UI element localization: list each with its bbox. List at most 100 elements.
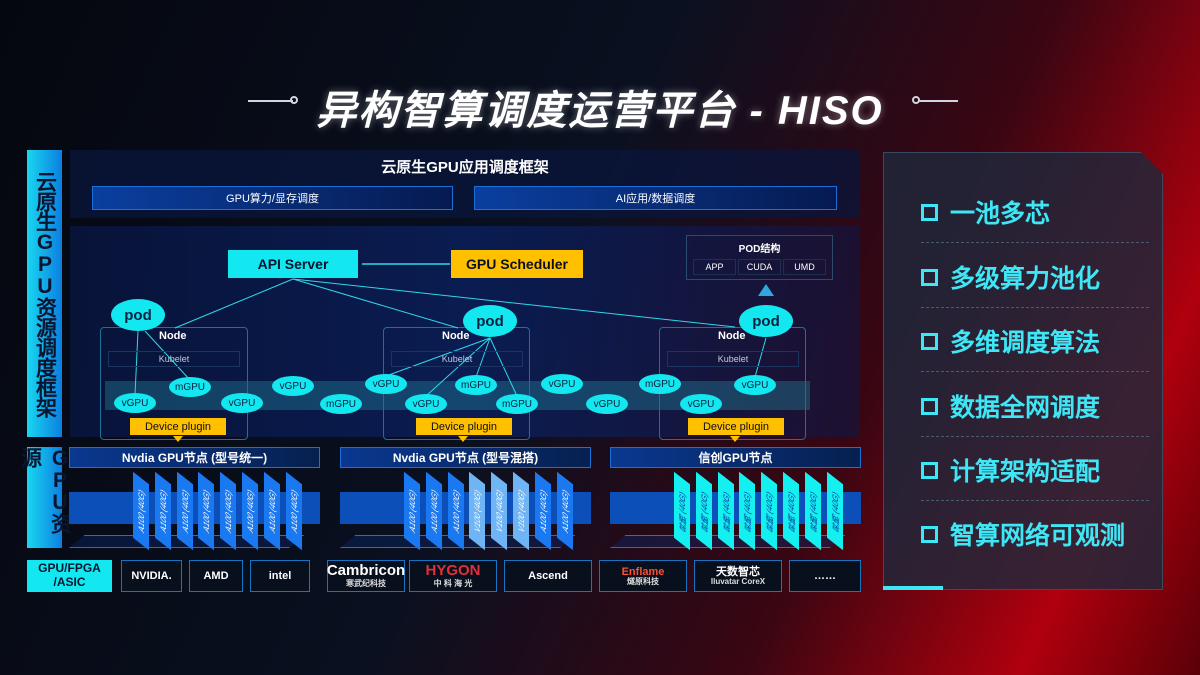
gpu-card-label: A100 (40G) [289,486,299,536]
gpu-card-label: A100 (40G) [538,486,548,536]
checkbox-icon [921,525,938,543]
pod-app: APP [693,259,736,275]
node-label: Node [442,330,470,342]
gpu-card-label: V100 (40G) [472,486,482,536]
gpu-card: A100 (40G) [285,471,302,551]
gpu-card-label: 昇腾 (40G) [742,488,752,534]
feature-item: 数据全网调度 [921,388,1100,424]
page-title: 异构智算调度运营平台 - HISO [316,89,884,133]
feature-divider [921,242,1149,243]
title-line-left [248,100,293,102]
gpu-card-label: 昇腾 (40G) [808,488,818,534]
gpu-card: A100 (40G) [534,471,551,551]
kubelet: Kubelet [667,351,799,367]
vendor-label: GPU/FPGA /ASIC [27,560,112,592]
checkbox-icon [921,203,938,221]
vendor-logo-text: Ascend [528,569,568,582]
vendor-logo-text: NVIDIA. [131,569,172,582]
pod-umd: UMD [783,259,826,275]
gpu-card: A100 (40G) [263,471,280,551]
gpu-scheduler: GPU Scheduler [451,250,583,278]
mgpu-unit: mGPU [169,377,211,397]
kubelet: Kubelet [108,351,240,367]
gpu-card: 昇腾 (40G) [804,471,821,551]
gpu-card: A100 (40G) [242,471,258,551]
feature-label: 一池多芯 [950,200,1051,228]
gpu-card: 昇腾 (40G) [695,471,712,551]
vgpu-unit: vGPU [541,374,583,394]
vendor-logo-text: HYGON [425,562,481,580]
device-plugin: Device plugin [688,418,784,435]
gpu-card-label: 昇腾 (40G) [764,488,774,534]
feature-item: 多维调度算法 [921,323,1100,359]
gpu-card: A100 (40G) [556,471,573,551]
gpu-card: V100 (40G) [469,471,486,551]
title-line-right [918,100,958,102]
gpu-card-label: A100 (40G) [158,486,168,536]
checkbox-icon [921,461,938,479]
gpu-card-label: A100 (40G) [245,486,255,536]
pod: pod [463,305,517,337]
gpu-node-band [69,492,320,524]
gpu-card: A100 (40G) [447,471,464,551]
vendor-logo-text: 燧原科技 [627,576,659,586]
gpu-card-label: A100 (40G) [223,486,233,536]
gpu-card-label: 昇腾 (40G) [830,488,840,534]
gpu-card-label: A100 (40G) [136,486,146,536]
gpu-card-label: V100 (40G) [494,486,504,536]
vendor-logo-text: Cambricon [326,562,406,580]
gpu-card-label: 昇腾 (40G) [721,488,731,534]
gpu-card: 昇腾 (40G) [826,471,843,551]
vendor-logo-2: intel [250,560,310,592]
vendor-logo-1: AMD [189,560,243,592]
gpu-node-header: Nvdia GPU节点 (型号统一) [69,447,320,468]
vgpu-unit: vGPU [586,394,628,414]
feature-label: 多级算力池化 [950,265,1101,293]
gpu-node-band [340,492,591,524]
gpu-card-label: A100 (40G) [560,486,570,536]
mgpu-unit: mGPU [496,394,538,414]
gpu-card: 昇腾 (40G) [674,471,690,551]
vendor-logo-4: HYGON 中 科 海 光 [409,560,497,592]
gpu-card-label: 昇腾 (40G) [786,488,796,534]
vendor-logo-3: Cambricon 寒武纪科技 [327,560,405,592]
gpu-card: A100 (40G) [198,471,215,551]
feature-item: 一池多芯 [921,194,1050,230]
vendor-logo-text: 寒武纪科技 [346,578,386,588]
vgpu-unit: vGPU [114,393,156,413]
gpu-card-label: 昇腾 (40G) [699,488,709,534]
pod: pod [739,305,793,337]
feature-label: 数据全网调度 [950,394,1101,422]
gpu-card: A100 (40G) [133,471,149,551]
vendor-logo-text: Enflame [621,565,665,578]
vendor-logo-text: Iluvatar CoreX [710,576,766,586]
gpu-card-label: A100 (40G) [180,486,190,536]
node-label: Node [718,330,746,342]
gpu-node-header: Nvdia GPU节点 (型号混搭) [340,447,591,468]
gpu-node-band [610,492,861,524]
gpu-card: A100 (40G) [220,471,237,551]
checkbox-icon [921,397,938,415]
checkbox-icon [921,268,938,286]
gpu-card-label: V100 (40G) [516,486,526,536]
gpu-card: 昇腾 (40G) [739,471,756,551]
pod: pod [111,299,165,331]
gpu-card-label: A100 (40G) [451,486,461,536]
feature-divider [921,500,1149,501]
gpu-card: V100 (40G) [513,471,529,551]
vendor-logo-text: …… [814,569,836,582]
vendor-logo-text: 中 科 海 光 [433,578,473,588]
title-dot-left [290,96,298,104]
vgpu-unit: vGPU [405,394,447,414]
gpu-card: A100 (40G) [425,471,442,551]
vgpu-unit: vGPU [365,374,407,394]
vendor-logo-8: …… [789,560,861,592]
mgpu-unit: mGPU [639,374,681,394]
api-server: API Server [228,250,358,278]
gpu-card-label: A100 (40G) [267,486,277,536]
gpu-card: 昇腾 (40G) [717,471,734,551]
node-box [100,327,248,440]
gpu-card: A100 (40G) [176,471,193,551]
ai-data-scheduling: AI应用/数据调度 [474,186,837,210]
